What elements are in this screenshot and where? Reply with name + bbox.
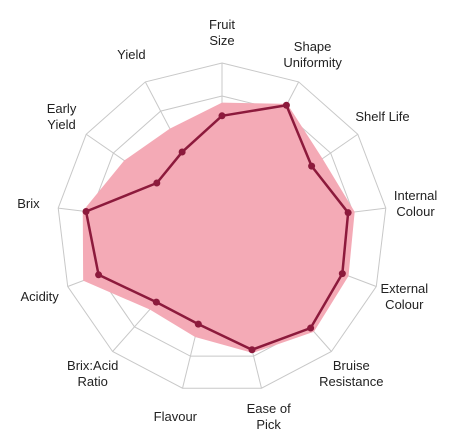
marker [153, 179, 161, 187]
marker [194, 320, 202, 328]
axis-label: Shape Uniformity [283, 39, 342, 71]
grid-ring [57, 62, 387, 389]
marker [152, 298, 160, 306]
axis-label: Fruit Size [209, 17, 235, 48]
axis-label: Early Yield [46, 101, 77, 133]
axis-label: Brix [17, 196, 40, 212]
marker [95, 271, 103, 279]
line [84, 103, 350, 352]
axis-label: Acidity [20, 289, 59, 305]
axis-label: Bruise Resistance [319, 357, 384, 389]
marker [82, 207, 90, 215]
marker [218, 112, 226, 120]
axis-label: Internal Colour [393, 188, 438, 220]
marker [178, 148, 186, 156]
axis-label: Ease of Pick [246, 401, 291, 433]
axis-label: Flavour [153, 409, 198, 425]
marker [282, 101, 290, 109]
marker [344, 209, 352, 217]
axis-label: Yield [117, 47, 146, 63]
area [82, 102, 355, 353]
marker [248, 346, 256, 354]
axis-label: External Colour [380, 281, 429, 313]
axis-label: Brix:Acid Ratio [67, 357, 119, 389]
grid-ring [90, 95, 354, 357]
marker [338, 270, 346, 278]
marker [307, 324, 315, 332]
axis-label: Shelf Life [355, 109, 410, 125]
marker [308, 162, 316, 170]
